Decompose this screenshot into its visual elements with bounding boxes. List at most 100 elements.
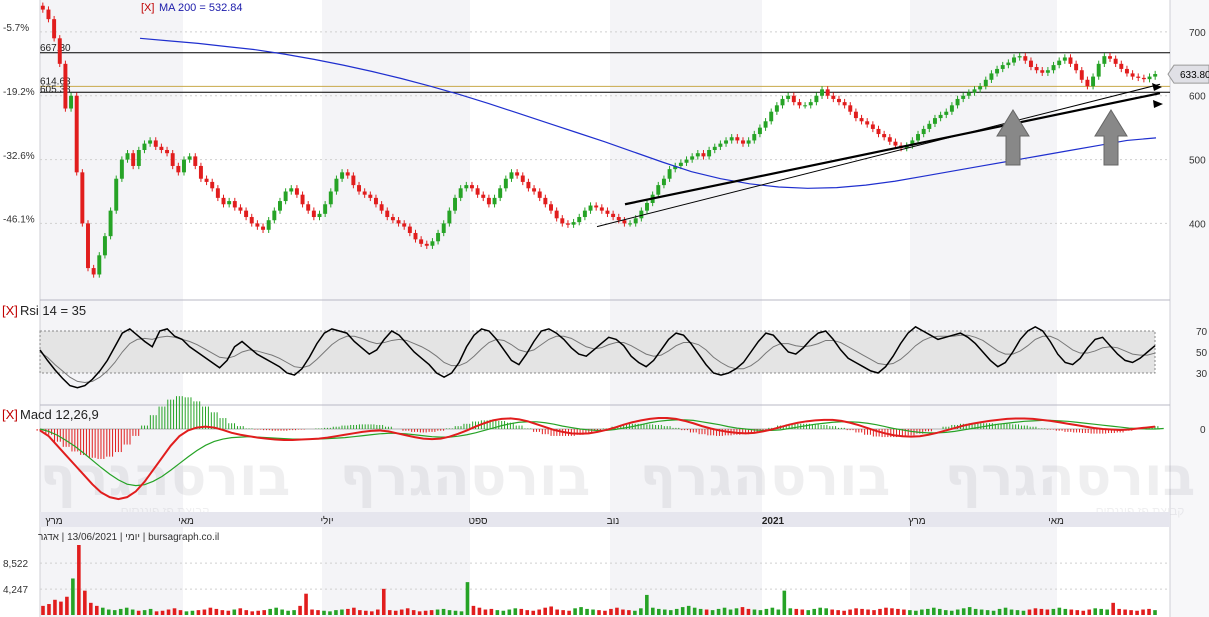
candle-body [1119,63,1124,69]
candle-body [40,5,45,10]
volume-bar [692,607,697,615]
candle-body [622,220,627,224]
rsi-tick-label: 70 [1196,327,1208,338]
volume-bar [537,609,542,615]
candle-body [345,172,350,176]
candle-body [57,38,62,64]
candle-body [582,210,587,218]
volume-bar [387,610,392,615]
candle-body [825,89,830,96]
volume-bar [621,609,625,615]
volume-bar [1003,607,1008,615]
candle-body [289,188,294,192]
volume-bar [860,608,864,615]
candle-body [419,239,424,244]
candle-body [1028,60,1033,68]
watermark-brand-1: בורסהגרף [40,445,291,508]
volume-bar [668,610,673,615]
macd-tick-label: 0 [1200,425,1206,436]
volume-bar [112,610,117,615]
candle-body [656,185,661,195]
volume-bar [824,608,828,615]
candle-body [407,226,412,233]
volume-bar [848,609,852,615]
volume-bar [949,610,954,615]
date-axis: מרץ מאי יולי ספט נוב 2021 מרץ מאי [45,515,1064,527]
volume-bar [955,609,960,615]
volume-bar [106,609,111,615]
rsi-close-marker[interactable]: [X] [2,303,18,318]
candle-body [142,143,147,150]
candle-body [249,217,254,224]
volume-bar [1087,609,1092,615]
macd-close-marker[interactable]: [X] [2,407,18,422]
volume-bar [937,608,942,615]
candle-body [972,89,977,93]
candle-body [193,156,198,166]
price-tick-label: 500 [1189,156,1206,167]
candle-body [159,146,164,150]
candle-body [238,207,243,211]
candle-body [560,218,565,224]
candle-body [537,191,542,198]
volume-bar [645,594,649,615]
candle-body [385,210,390,218]
volume-bar [1123,609,1127,615]
volume-bar [310,609,314,615]
candle-body [1012,57,1016,63]
volume-bar [184,611,189,615]
volume-bar [280,609,284,615]
price-panel: 400 500 600 700 -5.7% -19.2% -32.6% -46.1% 667.3… [3,2,1209,278]
volume-bar [172,608,177,615]
candle-body [131,153,136,166]
volume-bar [1081,610,1086,615]
candle-body [605,210,610,214]
candle-body [678,162,683,166]
volume-bar [429,610,434,615]
candle-body [1023,56,1028,61]
candle-body [481,194,486,198]
candle-body [1079,70,1084,80]
candle-body [916,134,921,141]
volume-bar [926,608,930,615]
candle-body [317,213,322,218]
volume-bar [854,608,858,615]
candle-body [1147,76,1152,80]
volume-bar [118,608,123,615]
volume-bar [1105,609,1109,615]
date-stripe [910,0,1057,512]
volume-bar [585,608,589,615]
pct-tick-label: -5.7% [3,23,29,34]
candle-body [244,210,249,218]
candle-body [639,210,644,219]
candle-body [599,207,604,211]
volume-bar [932,607,936,615]
volume-bar [465,582,470,615]
volume-bar [334,610,338,615]
candle-body [526,181,531,189]
candle-body [227,201,232,205]
candle-body [503,178,508,189]
volume-bar [53,599,57,615]
volume-bar [1009,609,1014,615]
volume-bar [1021,610,1026,615]
volume-bar [764,608,769,615]
candle-body [328,191,333,205]
candle-body [803,105,808,107]
volume-bar [890,608,894,615]
volume-bar [136,610,141,615]
candle-body [1040,70,1045,73]
candle-body [153,140,158,147]
candle-body [272,210,277,221]
ma-close-marker[interactable]: [X] [141,2,154,14]
candle-body [797,102,802,106]
volume-bar [489,608,494,615]
macd-label: Macd 12,26,9 [20,407,99,422]
candle-body [86,223,90,269]
volume-bar [411,610,416,615]
candle-body [995,68,1000,74]
volume-bar [728,609,733,615]
candle-body [763,121,768,128]
candle-body [176,165,181,173]
volume-bar [65,596,69,615]
